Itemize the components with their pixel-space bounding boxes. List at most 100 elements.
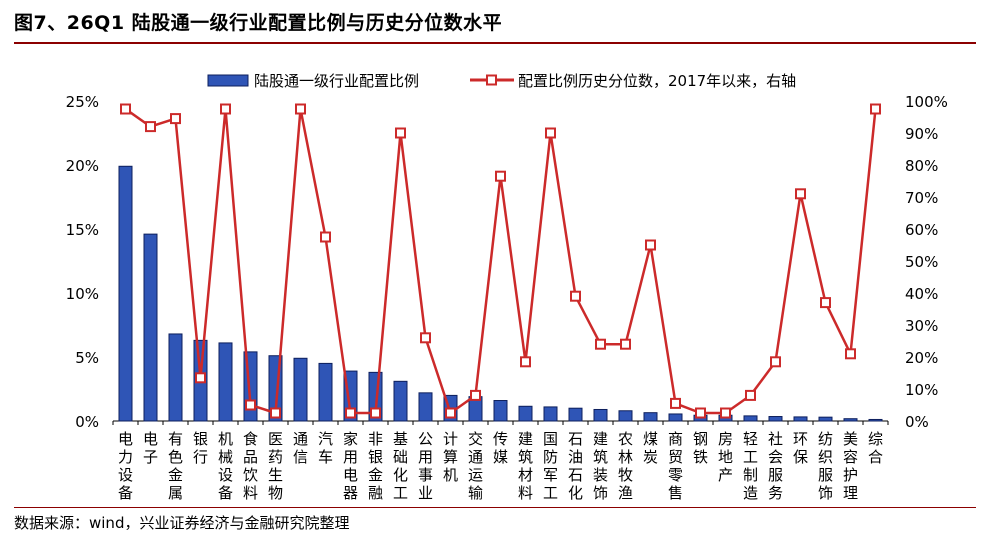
x-category-label: 建筑装饰: [593, 430, 608, 502]
x-axis-labels: 电力设备电子有色金属银行机械设备食品饮料医药生物通信汽车家用电器非银金融基础化工…: [118, 430, 883, 502]
x-category-label: 有色金属: [168, 430, 183, 502]
left-tick-label: 10%: [66, 285, 99, 303]
line-marker: [495, 170, 506, 182]
x-category-label: 社会服务: [768, 430, 783, 502]
line-marker: [345, 407, 356, 419]
line-marker: [420, 332, 431, 344]
right-tick-label: 90%: [905, 125, 938, 143]
x-category-label: 钢铁: [693, 430, 708, 466]
bar: [518, 405, 533, 422]
x-category-label: 美容护理: [843, 430, 858, 502]
line-marker: [445, 407, 456, 419]
legend: 陆股通一级行业配置比例 配置比例历史分位数，2017年以来，右轴: [207, 72, 796, 90]
bar: [843, 418, 858, 422]
line-marker: [695, 407, 706, 419]
x-category-label: 公用事业: [418, 430, 433, 502]
bar: [818, 416, 833, 422]
bar: [318, 362, 333, 422]
left-tick-label: 25%: [66, 93, 99, 111]
line-marker: [395, 127, 406, 139]
bar: [618, 410, 633, 422]
right-tick-label: 60%: [905, 221, 938, 239]
legend-line-marker: [486, 74, 497, 86]
line-marker: [320, 231, 331, 243]
x-category-label: 石油石化: [568, 430, 583, 502]
x-category-label: 银行: [193, 430, 208, 466]
x-category-label: 国防军工: [543, 430, 558, 502]
line-marker: [195, 372, 206, 384]
line-marker: [270, 407, 281, 419]
line-marker: [820, 297, 831, 309]
line-marker: [470, 389, 481, 401]
line-series: [120, 103, 881, 419]
legend-bar-label: 陆股通一级行业配置比例: [254, 72, 419, 90]
bar: [493, 400, 508, 422]
percentile-line: [124, 107, 877, 415]
x-category-label: 交通运输: [468, 430, 483, 502]
x-category-label: 综合: [868, 430, 883, 466]
line-marker: [595, 338, 606, 350]
x-category-label: 商贸零售: [668, 430, 683, 502]
bar: [743, 415, 758, 422]
bottom-rule: [14, 507, 976, 508]
x-category-label: 通信: [293, 430, 308, 466]
x-category-label: 纺织服饰: [818, 430, 833, 502]
legend-line-label: 配置比例历史分位数，2017年以来，右轴: [518, 72, 796, 90]
x-category-label: 轻工制造: [743, 430, 758, 502]
line-marker: [520, 356, 531, 368]
x-category-label: 基础化工: [393, 430, 408, 502]
line-marker: [220, 103, 231, 115]
bar: [868, 418, 883, 422]
line-marker: [670, 397, 681, 409]
right-tick-label: 80%: [905, 157, 938, 175]
x-category-label: 医药生物: [268, 430, 283, 502]
bar: [218, 342, 233, 422]
right-tick-label: 30%: [905, 317, 938, 335]
x-category-label: 传媒: [493, 430, 508, 466]
x-category-label: 机械设备: [218, 430, 233, 502]
top-rule: [14, 42, 976, 44]
line-marker: [845, 348, 856, 360]
legend-bar-swatch: [207, 74, 249, 87]
line-marker: [620, 338, 631, 350]
line-marker: [720, 407, 731, 419]
bar: [593, 408, 608, 422]
line-marker: [245, 399, 256, 411]
line-marker: [770, 356, 781, 368]
x-category-label: 煤炭: [643, 430, 658, 466]
bar: [568, 407, 583, 422]
line-marker: [170, 113, 181, 125]
line-marker: [570, 290, 581, 302]
x-category-label: 食品饮料: [243, 430, 258, 502]
axes: 0% 5% 10% 15% 20% 25% 0% 10% 20% 30% 40% 50% 60% 70% 8…: [66, 93, 948, 431]
right-tick-label: 20%: [905, 349, 938, 367]
bar: [168, 333, 183, 422]
line-marker: [145, 121, 156, 133]
bar: [143, 233, 158, 422]
x-category-label: 建筑材料: [518, 430, 533, 502]
bar: [118, 165, 133, 422]
x-category-label: 计算机: [443, 430, 458, 484]
x-category-label: 汽车: [318, 430, 333, 466]
right-tick-label: 40%: [905, 285, 938, 303]
bar: [768, 416, 783, 422]
bar: [543, 406, 558, 422]
bar: [293, 357, 308, 422]
source-note: 数据来源：wind，兴业证券经济与金融研究院整理: [14, 514, 350, 532]
bar: [668, 413, 683, 422]
left-tick-label: 5%: [75, 349, 99, 367]
x-category-label: 农林牧渔: [618, 430, 633, 502]
x-category-label: 非银金融: [368, 430, 383, 502]
line-marker: [870, 103, 881, 115]
x-category-label: 电力设备: [118, 430, 133, 502]
left-tick-label: 15%: [66, 221, 99, 239]
bar: [643, 412, 658, 422]
line-marker: [795, 188, 806, 200]
left-tick-label: 0%: [75, 413, 99, 431]
x-category-label: 环保: [793, 430, 808, 466]
line-marker: [120, 103, 131, 115]
x-category-label: 房地产: [718, 430, 733, 484]
line-marker: [645, 239, 656, 251]
line-marker: [295, 103, 306, 115]
